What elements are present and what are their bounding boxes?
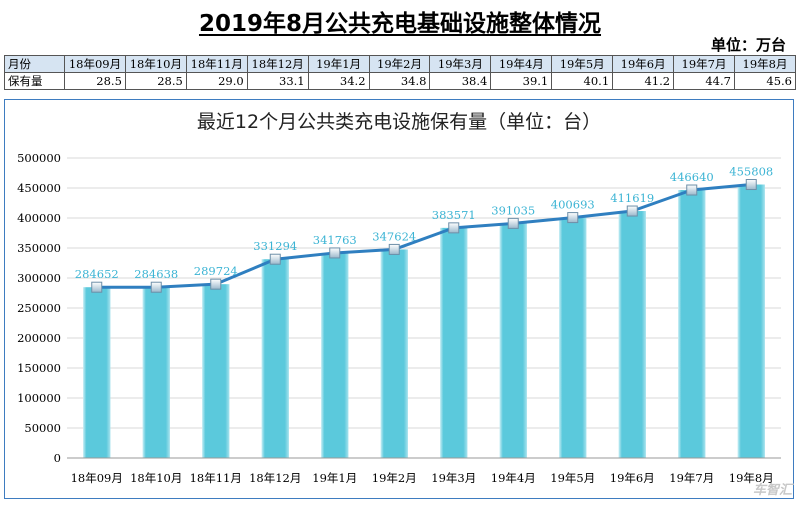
row-label-stock: 保有量 — [4, 72, 65, 90]
data-label: 391035 — [491, 203, 535, 217]
x-tick-label: 19年3月 — [431, 471, 476, 485]
y-tick-label: 300000 — [17, 271, 61, 285]
table-month-cell: 19年1月 — [307, 55, 370, 73]
y-tick-label: 350000 — [17, 241, 61, 255]
line-point — [567, 212, 579, 224]
line-point — [150, 281, 162, 293]
table-value-cell: 39.1 — [490, 72, 553, 90]
line-point — [210, 278, 222, 290]
table-value-cell: 34.8 — [368, 72, 431, 90]
table-month-cell: 19年8月 — [733, 55, 797, 73]
y-tick-label: 500000 — [17, 151, 61, 165]
table-month-cell: 18年12月 — [246, 55, 309, 73]
table-month-cell: 19年3月 — [429, 55, 492, 73]
x-tick-label: 18年11月 — [190, 471, 242, 485]
chart-frame: 最近12个月公共类充电设施保有量（单位：台） 284652 284638 28972… — [4, 99, 794, 499]
bar — [559, 217, 587, 458]
x-tick-label: 18年10月 — [130, 471, 182, 485]
table-month-cell: 18年10月 — [124, 55, 187, 73]
line-point — [448, 222, 460, 234]
series-line — [96, 183, 752, 289]
line-point — [686, 184, 698, 196]
data-label: 331294 — [253, 239, 297, 253]
y-tick-label: 150000 — [17, 361, 61, 375]
bar — [440, 227, 468, 458]
table-value-cell: 40.1 — [551, 72, 614, 90]
table-month-cell: 18年09月 — [64, 55, 126, 73]
data-table: 月份 18年09月 18年10月 18年11月 18年12月 19年1月 19年2月 19年… — [4, 55, 797, 90]
page-title: 2019年8月公共充电基础设施整体情况 — [198, 11, 602, 37]
table-value-cell: 34.2 — [307, 72, 370, 90]
y-tick-label: 450000 — [17, 181, 61, 195]
y-tick-label: 50000 — [24, 421, 61, 435]
table-value-cell: 45.6 — [733, 72, 797, 90]
x-tick-label: 19年2月 — [372, 471, 417, 485]
line-point — [388, 243, 400, 255]
y-tick-label: 200000 — [17, 331, 61, 345]
x-tick-label: 19年8月 — [729, 471, 774, 485]
x-tick-label: 19年4月 — [491, 471, 536, 485]
bar — [261, 259, 289, 458]
unit-label: 单位：万台 — [710, 36, 786, 54]
table-month-cell: 19年4月 — [490, 55, 553, 73]
bar — [83, 287, 111, 458]
table-value-cell: 33.1 — [246, 72, 309, 90]
data-label: 446640 — [670, 170, 714, 184]
watermark: 车智汇 — [752, 483, 792, 498]
x-tick-label: 19年1月 — [312, 471, 357, 485]
bar — [737, 184, 765, 458]
data-label: 341763 — [313, 233, 357, 247]
line-point — [329, 247, 341, 259]
line-point — [626, 205, 638, 217]
bar — [678, 190, 706, 458]
data-label: 347624 — [372, 229, 416, 243]
x-tick-label: 19年6月 — [610, 471, 655, 485]
data-label: 411619 — [610, 191, 654, 205]
y-tick-label: 100000 — [17, 391, 61, 405]
table-value-cell: 38.4 — [429, 72, 492, 90]
y-tick-label: 400000 — [17, 211, 61, 225]
table-value-cell: 44.7 — [673, 72, 735, 90]
table-month-cell: 19年2月 — [368, 55, 431, 73]
data-label: 289724 — [194, 264, 238, 278]
x-tick-label: 19年5月 — [550, 471, 595, 485]
bar — [321, 252, 349, 458]
table-value-cell: 28.5 — [64, 72, 126, 90]
x-tick-label: 18年09月 — [71, 471, 123, 485]
table-month-cell: 19年5月 — [551, 55, 614, 73]
table-value-cell: 29.0 — [185, 72, 248, 90]
y-tick-label: 250000 — [17, 301, 61, 315]
line-point — [91, 281, 103, 293]
bar — [618, 211, 646, 458]
table-month-cell: 19年7月 — [673, 55, 735, 73]
table-header-row: 月份 18年09月 18年10月 18年11月 18年12月 19年1月 19年2月 19年… — [4, 55, 797, 73]
x-tick-label: 18年12月 — [249, 471, 301, 485]
x-tick-label: 19年7月 — [669, 471, 714, 485]
chart-title: 最近12个月公共类充电设施保有量（单位：台） — [197, 111, 601, 133]
table-month-cell: 19年6月 — [612, 55, 675, 73]
bar — [380, 249, 408, 458]
table-month-cell: 18年11月 — [185, 55, 248, 73]
row-label-month: 月份 — [4, 55, 65, 73]
line-point — [269, 253, 281, 265]
data-label: 400693 — [551, 198, 595, 212]
y-tick-label: 0 — [54, 451, 61, 465]
line-point — [507, 217, 519, 229]
bar — [142, 287, 170, 458]
data-label: 284652 — [75, 267, 119, 281]
bar — [499, 223, 527, 458]
data-label: 284638 — [134, 267, 178, 281]
table-value-cell: 28.5 — [124, 72, 187, 90]
line-point — [745, 179, 757, 191]
data-label: 383571 — [432, 208, 476, 222]
bar — [202, 284, 230, 458]
table-value-cell: 41.2 — [612, 72, 675, 90]
chart: 最近12个月公共类充电设施保有量（单位：台） 284652 284638 28972… — [17, 111, 781, 485]
data-label: 455808 — [729, 165, 773, 179]
table-value-row: 保有量 28.5 28.5 29.0 33.1 34.2 34.8 38.4 39.1 40.1… — [4, 72, 797, 90]
